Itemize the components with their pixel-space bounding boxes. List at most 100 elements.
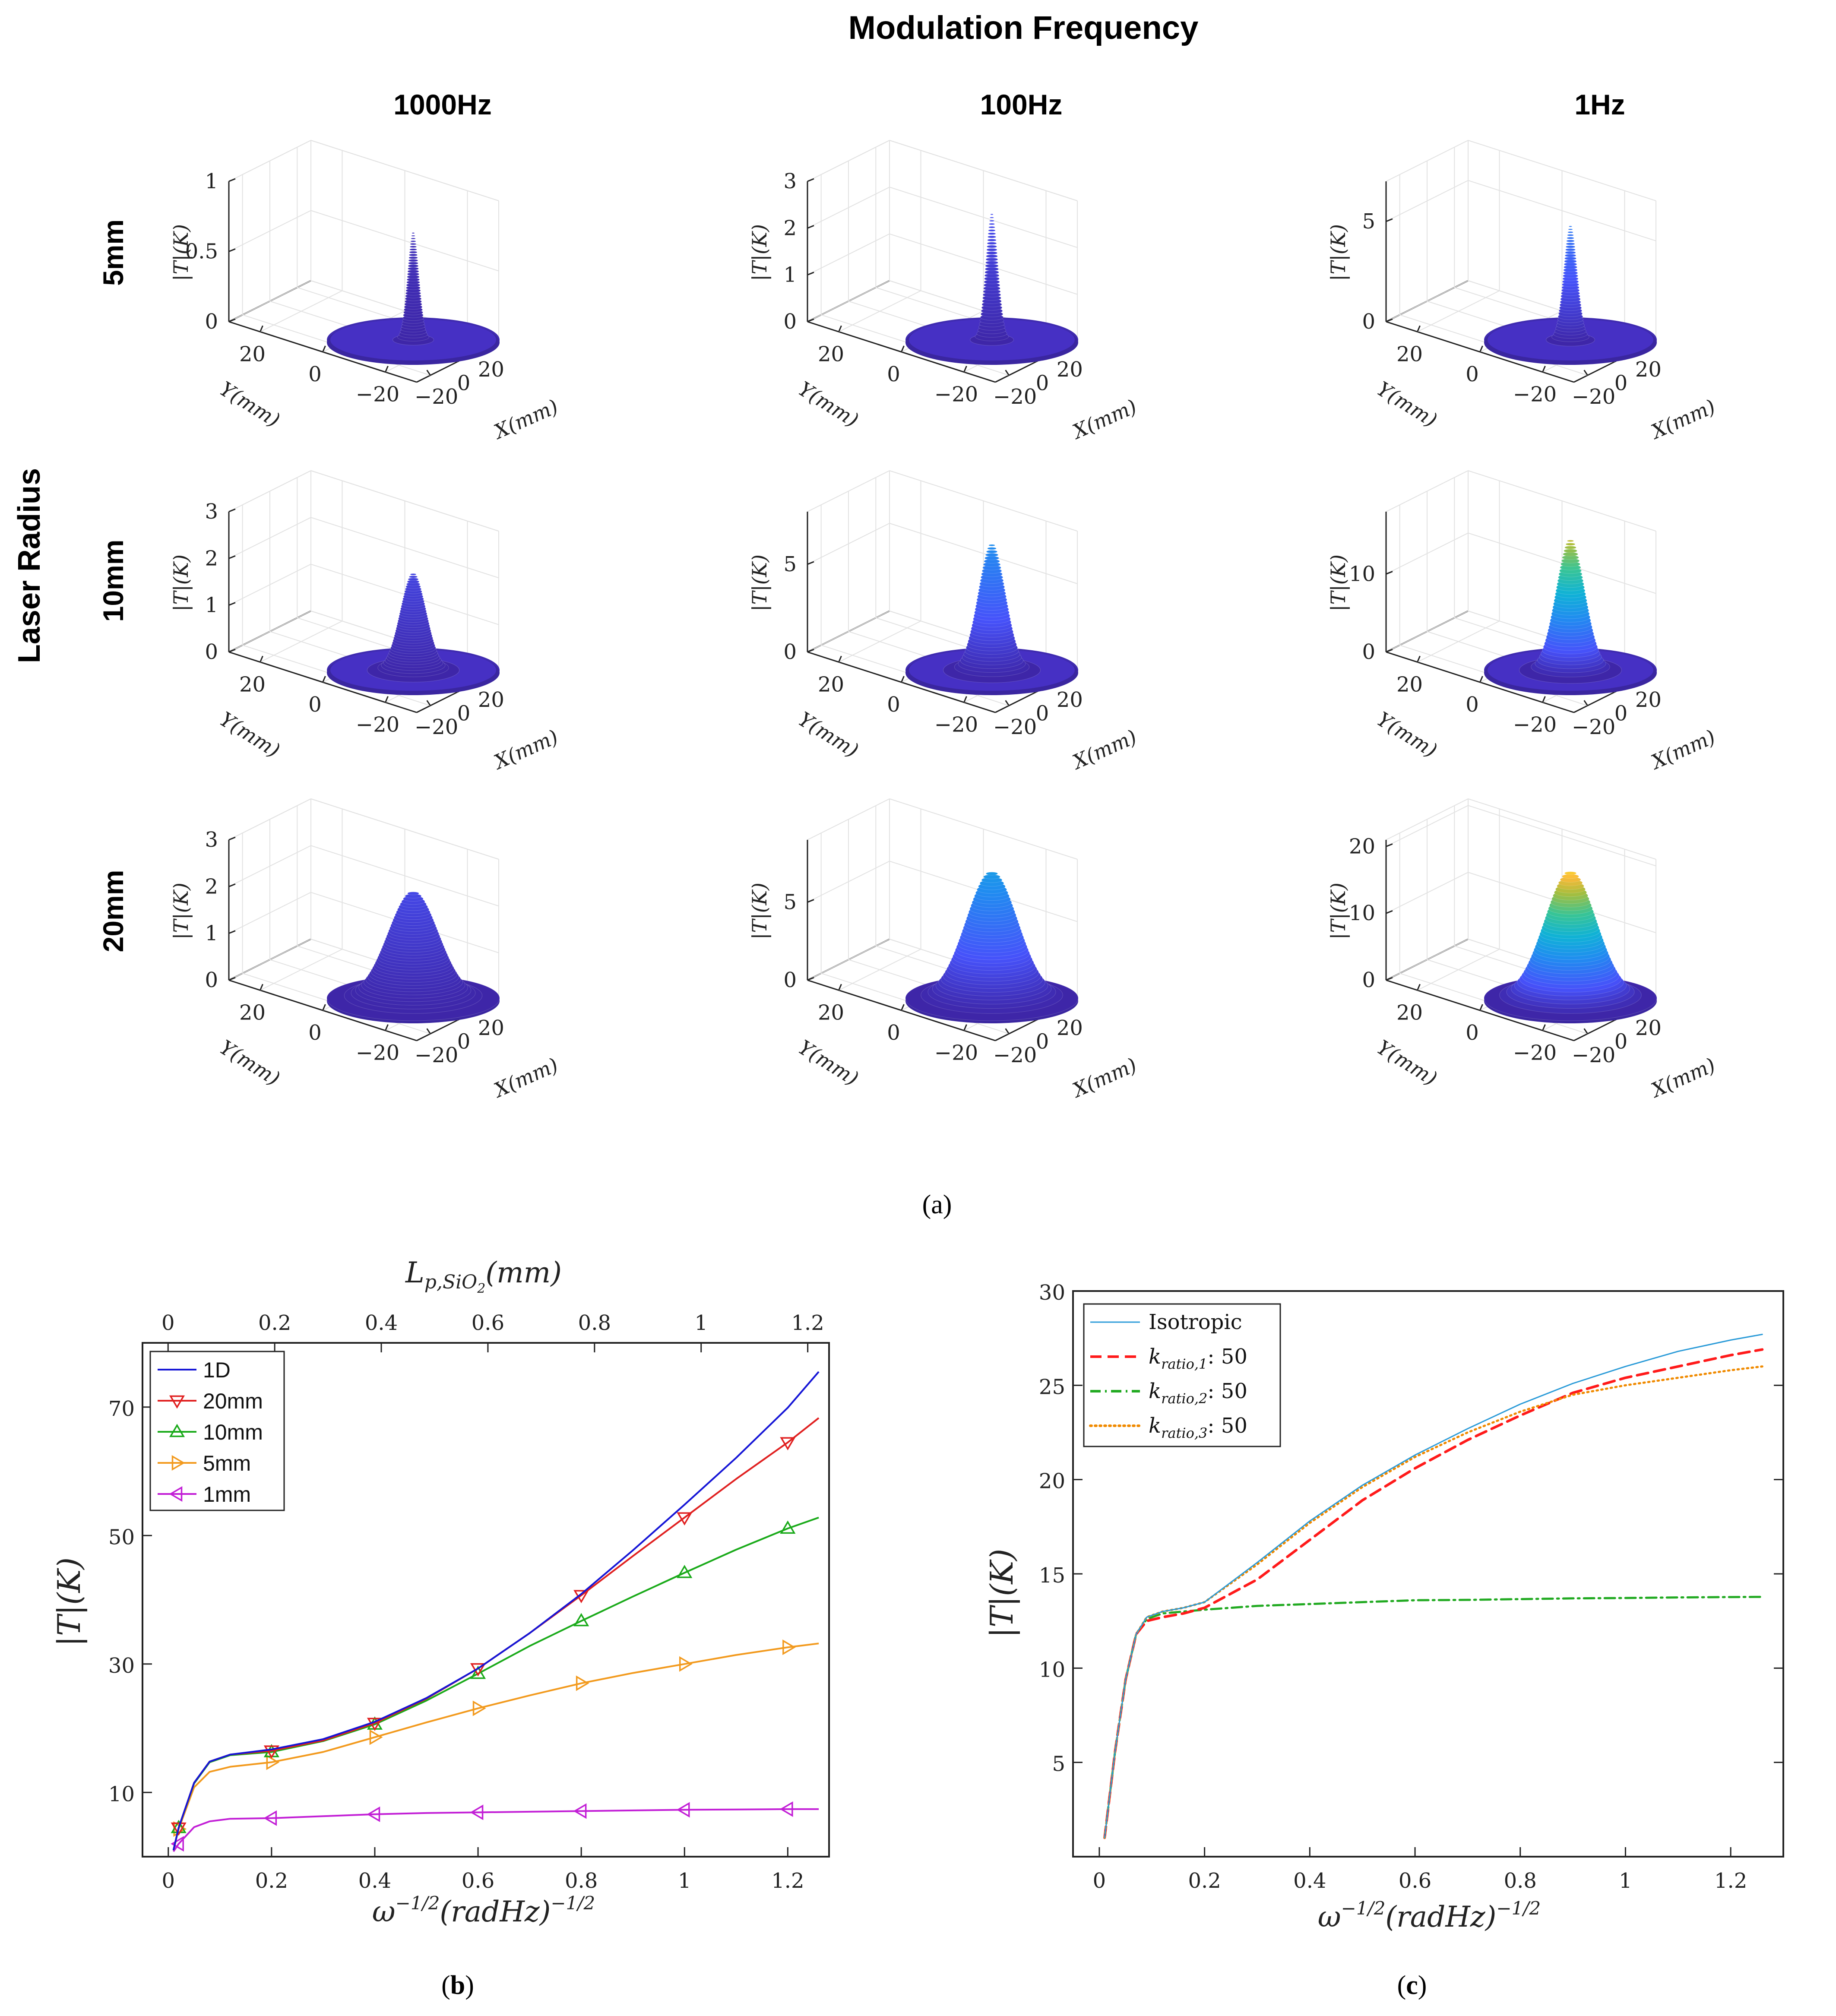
x-axis-label: X(mm) bbox=[1068, 1053, 1140, 1102]
column-header-1hz: 1Hz bbox=[1574, 89, 1625, 120]
z-tick-label: 0 bbox=[1362, 310, 1375, 334]
surface-layer bbox=[989, 220, 995, 222]
x-tick-label: −20 bbox=[415, 715, 458, 739]
z-tick bbox=[228, 649, 236, 653]
y-axis-label: Y(mm) bbox=[215, 1035, 284, 1090]
y-axis-label: Y(mm) bbox=[1373, 377, 1441, 432]
c-y-tick-label: 20 bbox=[1039, 1469, 1065, 1494]
z-tick bbox=[228, 555, 236, 559]
z-axis-label: |T|(K) bbox=[1326, 554, 1350, 611]
x-axis-label: X(mm) bbox=[1068, 395, 1140, 444]
y-tick-label: −20 bbox=[1513, 383, 1557, 407]
z-tick-label: 0 bbox=[205, 640, 218, 664]
surface-layer bbox=[987, 547, 997, 550]
z-tick bbox=[228, 248, 236, 252]
y-tick bbox=[1417, 984, 1421, 991]
x-tick-label: 20 bbox=[1635, 1016, 1662, 1040]
chart-c-y-axis: 5 10 15 20 25 30 bbox=[1039, 1281, 1783, 1776]
surface-layer bbox=[408, 267, 419, 270]
surface-layer bbox=[1565, 245, 1576, 248]
b-marker-1mm bbox=[367, 1806, 380, 1822]
y-tick-label: 20 bbox=[239, 672, 266, 696]
y-tick bbox=[1479, 345, 1483, 352]
y-tick bbox=[385, 696, 389, 703]
b-x-tick-label: 1.2 bbox=[771, 1869, 804, 1893]
y-tick bbox=[322, 345, 326, 352]
y-axis-label: Y(mm) bbox=[215, 377, 284, 432]
z-tick-label: 1 bbox=[205, 169, 218, 193]
column-header-1000hz: 1000Hz bbox=[393, 89, 492, 120]
y-tick-label: −20 bbox=[934, 713, 978, 737]
surface-peak bbox=[970, 213, 1014, 346]
x-tick bbox=[1005, 700, 1010, 706]
y-tick-label: 0 bbox=[1466, 362, 1479, 386]
b-series-line-5mm bbox=[172, 1643, 819, 1851]
b-marker-20mm bbox=[171, 1822, 187, 1836]
surface-layer bbox=[408, 259, 418, 262]
surface-layer bbox=[411, 235, 415, 237]
c-x-tick-label: 0 bbox=[1093, 1869, 1106, 1893]
x-tick-label: 0 bbox=[1614, 702, 1628, 726]
b-series-line-1D bbox=[172, 1371, 820, 1851]
x-tick-label: 0 bbox=[457, 702, 471, 726]
z-tick-label: 5 bbox=[783, 890, 797, 914]
surface-layer bbox=[408, 253, 418, 256]
surface-layer bbox=[409, 246, 417, 248]
b-legend-label-1D: 1D bbox=[203, 1358, 231, 1382]
y-tick-label: 0 bbox=[887, 1021, 900, 1045]
c-x-tick-label: 1 bbox=[1619, 1869, 1632, 1893]
y-tick bbox=[963, 366, 967, 373]
chart-b-top-xlabel: Lp,SiO2(mm) bbox=[405, 1256, 562, 1296]
z-tick bbox=[1386, 649, 1393, 653]
z-tick-label: 3 bbox=[205, 500, 218, 524]
x-tick-label: 20 bbox=[1057, 688, 1083, 712]
surface-layer bbox=[988, 226, 995, 228]
b-x-tick-label: 0 bbox=[162, 1869, 175, 1893]
chart-b-y-axis: 10 30 50 70 bbox=[108, 1397, 152, 1806]
z-tick bbox=[1386, 843, 1393, 847]
b-x-tick-label: 1 bbox=[678, 1869, 691, 1893]
y-tick-label: 0 bbox=[1466, 693, 1479, 717]
z-tick-label: 10 bbox=[1349, 901, 1375, 925]
surface-layer bbox=[986, 251, 998, 255]
y-tick-label: 20 bbox=[1396, 672, 1423, 696]
surface-layer bbox=[987, 238, 997, 242]
y-tick bbox=[1417, 325, 1421, 332]
y-tick bbox=[322, 1004, 326, 1011]
surface-layer bbox=[408, 577, 419, 581]
x-tick-label: 0 bbox=[1036, 371, 1049, 396]
surface-layer bbox=[985, 257, 998, 261]
z-tick-label: 0 bbox=[783, 310, 797, 334]
z-tick bbox=[228, 318, 236, 323]
z-tick bbox=[228, 977, 236, 981]
z-tick-label: 1 bbox=[205, 593, 218, 617]
z-tick bbox=[1386, 977, 1393, 981]
y-tick-label: −20 bbox=[934, 1041, 978, 1065]
x-tick-label: −20 bbox=[993, 385, 1037, 409]
chart-b-series bbox=[171, 1371, 820, 1852]
surface-layer bbox=[987, 242, 997, 245]
b-marker-5mm bbox=[472, 1700, 486, 1716]
x-tick-label: 20 bbox=[1635, 358, 1662, 382]
y-tick bbox=[1479, 1004, 1483, 1011]
b-x-tick-label: 0.8 bbox=[565, 1869, 598, 1893]
y-tick-label: 20 bbox=[818, 672, 844, 696]
b-legend-label-1mm: 1mm bbox=[203, 1482, 251, 1506]
y-axis-label: Y(mm) bbox=[215, 707, 284, 762]
y-tick bbox=[1542, 1024, 1546, 1031]
surface-layer bbox=[984, 556, 999, 560]
chart-b-xlabel: ω−1/2(radHz)−1/2 bbox=[372, 1893, 595, 1928]
surface-peak bbox=[326, 892, 500, 1021]
c-x-tick-label: 0.2 bbox=[1188, 1869, 1221, 1893]
z-axis-label: |T|(K) bbox=[169, 554, 193, 611]
b-x-tick-label: 0.4 bbox=[358, 1869, 391, 1893]
x-tick-label: −20 bbox=[1572, 715, 1615, 739]
surface-layer bbox=[409, 248, 417, 251]
legend-c-label-k3: kratio,3: 50 bbox=[1149, 1414, 1247, 1441]
z-tick bbox=[1386, 318, 1393, 323]
x-tick bbox=[1583, 370, 1588, 376]
